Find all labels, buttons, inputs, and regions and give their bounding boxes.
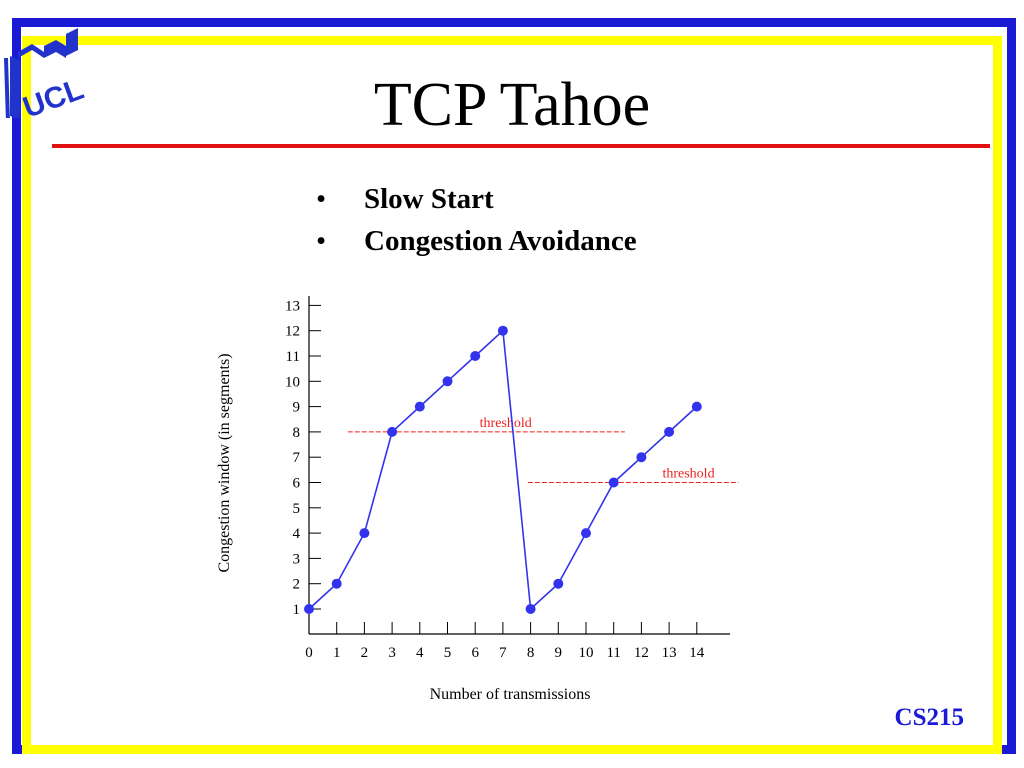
y-tick-label: 13: [285, 298, 300, 314]
data-point: [470, 351, 481, 361]
x-tick-label: 5: [444, 645, 452, 661]
bullet-item: • Congestion Avoidance: [316, 220, 637, 262]
x-tick-label: 14: [689, 645, 705, 661]
y-axis-label: Congestion window (in segments): [216, 353, 233, 572]
y-tick-label: 10: [285, 374, 300, 390]
x-tick-label: 6: [471, 645, 479, 661]
x-tick-label: 3: [388, 645, 396, 661]
y-tick-label: 2: [293, 577, 301, 593]
data-point: [442, 376, 453, 387]
bullet-dot: •: [316, 225, 327, 257]
data-point: [497, 325, 508, 336]
data-point: [553, 578, 564, 589]
slide-title: TCP Tahoe: [373, 71, 651, 139]
x-tick-label: 0: [305, 645, 313, 661]
y-tick-label: 11: [286, 349, 300, 365]
course-label: CS215: [894, 704, 964, 731]
x-tick-label: 12: [634, 645, 649, 661]
y-tick-label: 3: [293, 551, 301, 567]
x-tick-label: 8: [527, 645, 535, 661]
threshold-label: threshold: [480, 416, 532, 431]
x-tick-label: 2: [361, 645, 369, 661]
y-tick-label: 8: [293, 425, 301, 441]
bullet-list: • Slow Start • Congestion Avoidance: [316, 178, 637, 262]
threshold-label: threshold: [662, 467, 714, 482]
data-point: [331, 578, 342, 589]
x-tick-label: 11: [606, 645, 620, 661]
y-tick-label: 6: [293, 476, 301, 492]
y-tick-label: 5: [293, 501, 301, 517]
y-tick-label: 9: [293, 400, 301, 416]
bullet-text: Slow Start: [364, 183, 494, 215]
data-point: [636, 452, 647, 463]
x-axis-label: Number of transmissions: [430, 686, 591, 703]
x-tick-label: 9: [555, 645, 563, 661]
y-tick-label: 1: [293, 602, 301, 618]
inner-frame: [22, 36, 1002, 754]
x-tick-label: 10: [579, 645, 594, 661]
y-tick-label: 12: [285, 324, 300, 340]
x-tick-label: 4: [416, 645, 424, 661]
data-point: [581, 528, 591, 539]
bullet-item: • Slow Start: [316, 178, 637, 220]
ucla-logo: UCLA: [4, 28, 86, 118]
y-tick-label: 4: [293, 526, 301, 542]
data-point: [359, 528, 370, 539]
title-divider: [52, 144, 990, 148]
data-point: [414, 401, 425, 412]
data-point: [608, 477, 619, 488]
series-line: [308, 329, 698, 611]
data-point: [304, 604, 314, 614]
x-tick-label: 7: [499, 645, 507, 661]
bullet-dot: •: [316, 183, 327, 215]
data-point: [525, 604, 536, 614]
x-tick-label: 1: [333, 645, 341, 661]
data-point: [691, 401, 702, 412]
data-point: [387, 426, 398, 437]
bullet-text: Congestion Avoidance: [364, 225, 637, 257]
data-point: [664, 426, 675, 437]
x-tick-label: 13: [662, 645, 677, 661]
y-tick-label: 7: [293, 450, 301, 466]
